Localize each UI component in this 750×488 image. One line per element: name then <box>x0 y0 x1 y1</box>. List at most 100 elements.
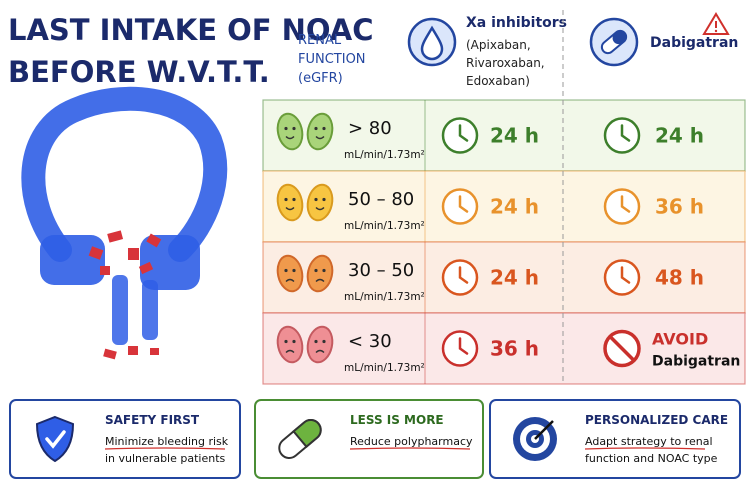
warning-icon <box>702 12 730 35</box>
kidney-eye <box>314 268 318 273</box>
header-renal: (eGFR) <box>298 71 343 86</box>
kidney-mouth <box>285 278 295 283</box>
block <box>140 235 200 290</box>
egfr-range: 30 – 50 <box>348 260 414 281</box>
row-background <box>262 241 746 314</box>
egfr-unit: mL/min/1.73m² <box>344 149 425 161</box>
egfr-range: > 80 <box>348 118 392 139</box>
xa-interval: 24 h <box>490 266 539 290</box>
clock-hands <box>458 195 469 213</box>
kidney-icon <box>276 254 304 293</box>
target-arrow <box>534 420 554 440</box>
kidney-icon <box>306 112 334 151</box>
dabigatran-interval: 48 h <box>655 266 704 290</box>
header-xa: Xa inhibitors <box>466 15 567 31</box>
kidney-mouth <box>315 278 325 283</box>
header-xa-drug: Rivaroxaban, <box>466 56 545 70</box>
table-row: 30 – 50 mL/min/1.73m² 24 h 48 h <box>262 241 746 314</box>
kidney-icon <box>276 325 304 364</box>
table-row: < 30 mL/min/1.73m² 36 h AVOID Dabigatran <box>262 312 746 385</box>
card-title: SAFETY FIRST <box>105 413 200 427</box>
underline <box>584 447 706 450</box>
card: SAFETY FIRST Minimize bleeding risk in vul… <box>9 399 241 479</box>
kidney-eye <box>292 268 296 273</box>
header-dabigatran: Dabigatran <box>650 35 738 51</box>
kidney-icon <box>276 183 304 222</box>
kidney-eye <box>314 197 318 202</box>
check-mark <box>45 430 66 449</box>
table-row: 50 – 80 mL/min/1.73m² 24 h 36 h <box>262 170 746 243</box>
card-title: LESS IS MORE <box>350 413 444 427</box>
kidney-icon <box>306 254 334 293</box>
droplet-icon <box>407 17 457 67</box>
dabigatran-note: Dabigatran <box>652 354 740 370</box>
kidney-eye <box>314 126 318 131</box>
header-renal: RENAL <box>298 33 342 48</box>
title-line: LAST INTAKE OF NOAC <box>8 13 374 47</box>
block <box>40 235 105 285</box>
dabigatran-interval: AVOID <box>652 330 708 349</box>
kidney-mouth <box>285 349 295 354</box>
kidney-mouth <box>315 135 325 140</box>
clock-hands <box>620 195 631 213</box>
title-line: BEFORE W.V.T.T. <box>8 55 270 89</box>
header-xa-drug: (Apixaban, <box>466 38 531 52</box>
xa-interval: 24 h <box>490 124 539 148</box>
dabigatran-interval: 36 h <box>655 195 704 219</box>
kidney-eye <box>284 126 288 131</box>
underline <box>349 447 471 450</box>
cards: SAFETY FIRST Minimize bleeding risk in vul… <box>9 399 741 479</box>
xa-interval: 24 h <box>490 195 539 219</box>
kidney-eye <box>292 339 296 344</box>
card-text: Minimize bleeding risk <box>105 435 229 448</box>
kidney-eye <box>322 339 326 344</box>
kidney-icon <box>306 325 334 364</box>
card-title: PERSONALIZED CARE <box>585 413 728 427</box>
dabigatran-interval: 24 h <box>655 124 704 148</box>
avoid-slash <box>608 335 636 362</box>
clock-hands <box>620 124 631 142</box>
kidney-eye <box>314 339 318 344</box>
underline <box>104 447 226 450</box>
kidney-mouth <box>285 206 295 211</box>
illustration <box>21 86 228 360</box>
kidney-eye <box>292 126 296 131</box>
card-text: function and NOAC type <box>585 452 718 465</box>
kidney-eye <box>284 268 288 273</box>
card-text: in vulnerable patients <box>105 452 226 465</box>
egfr-unit: mL/min/1.73m² <box>344 362 425 374</box>
block <box>112 275 128 345</box>
clock-hands <box>458 337 469 355</box>
kidney-mouth <box>285 135 295 140</box>
table-row: > 80 mL/min/1.73m² 24 h 24 h <box>262 99 746 172</box>
egfr-range: < 30 <box>348 331 392 352</box>
table: > 80 mL/min/1.73m² 24 h 24 h 50 – 80 mL/min/1… <box>262 99 746 385</box>
kidney-eye <box>322 268 326 273</box>
clock-hands <box>620 266 631 284</box>
kidney-eye <box>322 197 326 202</box>
egfr-unit: mL/min/1.73m² <box>344 291 425 303</box>
clock-hands <box>458 266 469 284</box>
splotches <box>88 230 162 360</box>
card-text: Reduce polypharmacy <box>350 435 473 448</box>
card-text: Adapt strategy to renal <box>585 435 713 448</box>
card: LESS IS MORE Reduce polypharmacy <box>254 399 484 479</box>
header-renal: FUNCTION <box>298 52 366 67</box>
egfr-range: 50 – 80 <box>348 189 414 210</box>
shield-icon <box>35 415 75 463</box>
card: PERSONALIZED CARE Adapt strategy to renal… <box>489 399 741 479</box>
pill-icon <box>589 17 639 67</box>
block <box>142 280 158 340</box>
card-box <box>489 399 741 479</box>
header-xa-drug: Edoxaban) <box>466 74 530 88</box>
clock-hands <box>458 124 469 142</box>
kidney-mouth <box>315 349 325 354</box>
pill-icon <box>278 419 322 459</box>
kidney-icon <box>276 112 304 151</box>
kidney-eye <box>292 197 296 202</box>
kidney-eye <box>322 126 326 131</box>
ring <box>21 86 228 262</box>
pill-half <box>292 419 322 449</box>
